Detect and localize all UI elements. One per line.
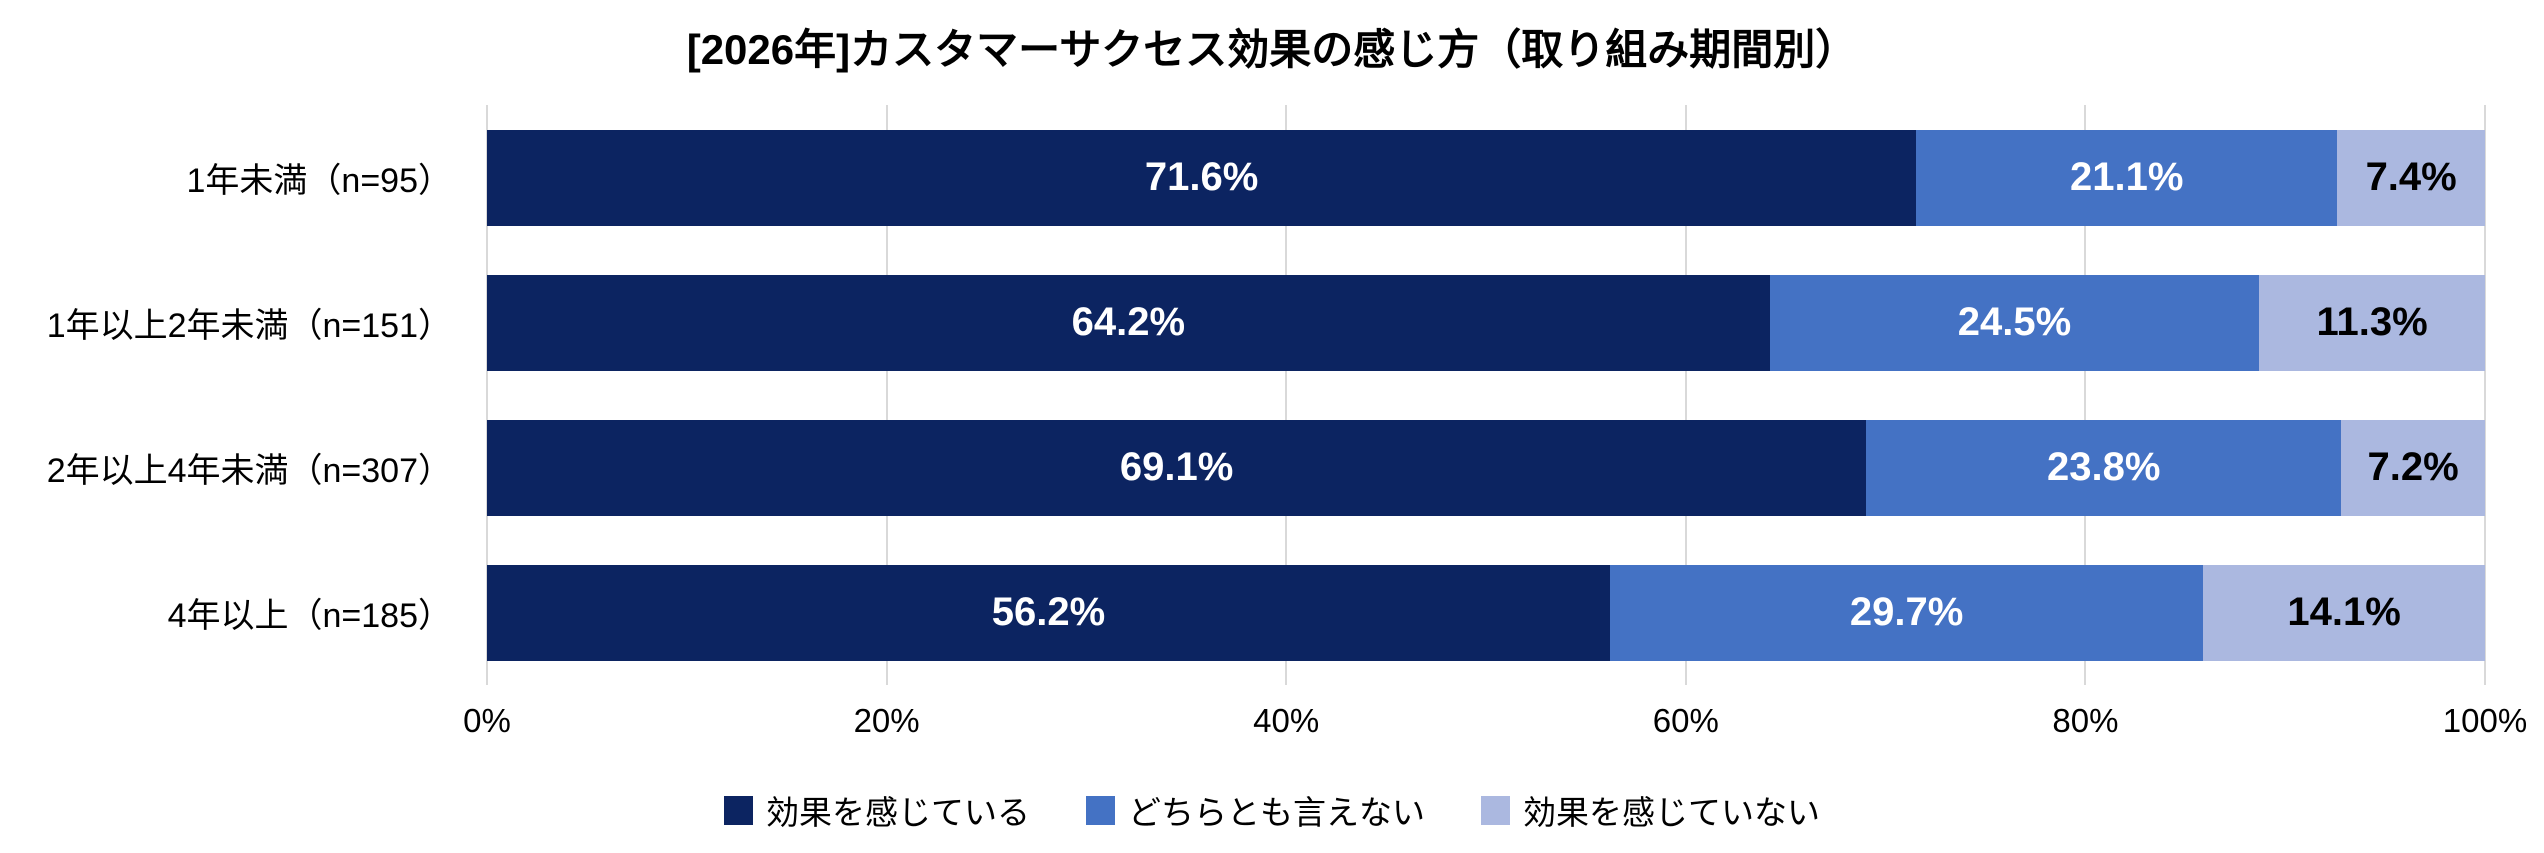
gridline xyxy=(1684,105,1687,685)
data-label: 7.2% xyxy=(2367,445,2459,489)
legend-label: 効果を感じている xyxy=(766,794,1030,831)
bar-segment: 29.7% xyxy=(1609,564,2204,661)
x-axis-tick-label: 0% xyxy=(463,702,511,739)
gridlines xyxy=(486,105,2486,685)
category-axis: 1年未満（n=95） 1年以上2年未満（n=151） 2年以上4年未満（n=307）… xyxy=(0,105,452,685)
legend-item: 効果を感じている xyxy=(724,786,1030,834)
data-label: 14.1% xyxy=(2287,590,2401,634)
gridline xyxy=(1285,105,1288,685)
data-label: 71.6% xyxy=(1144,155,1259,199)
legend-label: どちらとも言えない xyxy=(1128,794,1425,831)
gridline xyxy=(2484,105,2486,685)
bar-segment: 56.2% xyxy=(487,564,1610,661)
stacked-bar: 69.1% 23.8% 7.2% xyxy=(487,419,2485,516)
gridline xyxy=(2084,105,2087,685)
bar-row: 69.1% 23.8% 7.2% xyxy=(487,395,2485,540)
bar-row: 71.6% 21.1% 7.4% xyxy=(487,105,2485,250)
chart-title: [2026年]カスタマーサクセス効果の感じ方（取り組み期間別） xyxy=(686,26,1858,73)
bar-segment: 14.1% xyxy=(2203,564,2485,661)
stacked-bar: 71.6% 21.1% 7.4% xyxy=(487,129,2485,226)
data-label: 56.2% xyxy=(991,590,1106,634)
x-axis-tick-label: 100% xyxy=(2442,702,2528,739)
bar-segment: 71.6% xyxy=(487,129,1917,226)
data-label: 23.8% xyxy=(2047,445,2161,489)
x-axis-tick-label: 80% xyxy=(2052,702,2119,739)
bar-rows: 71.6% 21.1% 7.4% 64.2% 24.5% 11.3% 69.1% 23.8% 7… xyxy=(487,105,2486,685)
legend-item: どちらとも言えない xyxy=(1086,786,1425,834)
gridline xyxy=(885,105,888,685)
bar-row: 56.2% 29.7% 14.1% xyxy=(487,540,2485,685)
stacked-bar: 56.2% 29.7% 14.1% xyxy=(487,564,2485,661)
bar-segment: 7.4% xyxy=(2337,129,2485,226)
x-axis-tick-label: 20% xyxy=(853,702,920,739)
data-label: 24.5% xyxy=(1957,300,2072,344)
legend-square-icon xyxy=(724,795,753,825)
category-label: 4年以上（n=185） xyxy=(167,597,452,635)
legend-label: 効果を感じていない xyxy=(1523,794,1820,831)
category-label: 1年未満（n=95） xyxy=(186,162,453,200)
bar-segment: 21.1% xyxy=(1916,129,2338,226)
bar-segment: 23.8% xyxy=(1866,419,2342,516)
bar-segment: 7.2% xyxy=(2341,419,2485,516)
data-label: 69.1% xyxy=(1119,445,1234,489)
legend-square-icon xyxy=(1481,795,1510,825)
legend: 効果を感じている どちらとも言えない 効果を感じていない xyxy=(0,786,2544,834)
data-label: 64.2% xyxy=(1071,300,1186,344)
plot-area: 71.6% 21.1% 7.4% 64.2% 24.5% 11.3% 69.1% 23.8% 7… xyxy=(486,105,2486,685)
x-axis-tick-label: 40% xyxy=(1253,702,1320,739)
bar-segment: 24.5% xyxy=(1769,274,2260,371)
x-axis-tick-label: 60% xyxy=(1652,702,1719,739)
bar-row: 64.2% 24.5% 11.3% xyxy=(487,250,2486,395)
legend-square-icon xyxy=(1086,795,1115,825)
x-axis: 0% 20% 40% 60% 80% 100% xyxy=(463,702,2527,750)
category-label: 1年以上2年未満（n=151） xyxy=(46,307,452,345)
gridline xyxy=(486,105,488,685)
category-label: 2年以上4年未満（n=307） xyxy=(46,452,452,490)
legend-item: 効果を感じていない xyxy=(1481,786,1820,834)
data-label: 11.3% xyxy=(2316,300,2428,344)
data-label: 7.4% xyxy=(2365,155,2457,199)
stacked-bar: 64.2% 24.5% 11.3% xyxy=(487,274,2486,371)
bar-segment: 69.1% xyxy=(487,419,1867,516)
bar-segment: 11.3% xyxy=(2259,274,2486,371)
bar-segment: 64.2% xyxy=(487,274,1770,371)
data-label: 29.7% xyxy=(1849,590,1964,634)
data-label: 21.1% xyxy=(2070,155,2184,199)
